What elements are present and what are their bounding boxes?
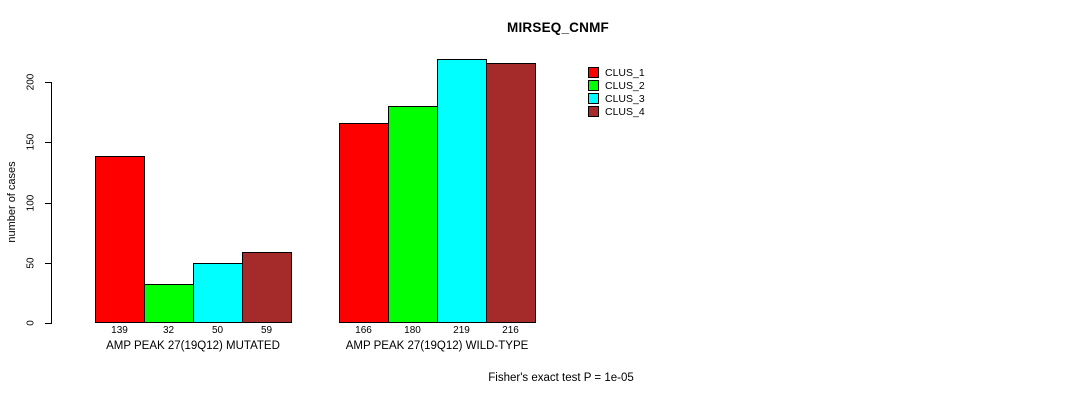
legend-swatch-icon: [588, 67, 599, 78]
y-axis-line: [51, 82, 52, 324]
legend-label: CLUS_4: [605, 105, 645, 118]
bar-clus_3-group2: [437, 59, 487, 323]
y-tick-label: 200: [25, 73, 37, 91]
legend-swatch-icon: [588, 106, 599, 117]
legend-item-clus_4: CLUS_4: [588, 105, 645, 118]
legend-item-clus_2: CLUS_2: [588, 79, 645, 92]
legend-item-clus_1: CLUS_1: [588, 66, 645, 79]
y-tick-mark: [45, 202, 51, 204]
bar-clus_2-group2: [388, 106, 438, 323]
bar-value-label: 166: [355, 325, 372, 336]
chart-title: MIRSEQ_CNMF: [507, 20, 609, 35]
bar-value-label: 50: [211, 325, 224, 336]
bar-clus_3-group1: [193, 262, 243, 323]
bar-clus_4-group1: [242, 251, 292, 323]
bar-clus_2-group1: [144, 284, 194, 323]
group-label: AMP PEAK 27(19Q12) MUTATED: [106, 340, 280, 352]
y-tick-label: 100: [25, 194, 37, 211]
bar-value-label: 219: [453, 325, 470, 336]
group-label: AMP PEAK 27(19Q12) WILD-TYPE: [345, 340, 529, 352]
bar-value-label: 59: [260, 325, 273, 336]
legend-label: CLUS_2: [605, 79, 645, 92]
y-tick-mark: [45, 82, 51, 83]
y-tick-label: 0: [25, 320, 37, 326]
bar-clus_1-group1: [95, 155, 145, 323]
legend-label: CLUS_1: [605, 66, 645, 79]
legend-swatch-icon: [588, 80, 599, 91]
y-tick-label: 150: [25, 133, 37, 151]
y-tick-mark: [45, 323, 51, 324]
bar-value-label: 32: [162, 325, 175, 336]
legend-label: CLUS_3: [605, 92, 645, 105]
legend: CLUS_1 CLUS_2 CLUS_3 CLUS_4: [588, 66, 645, 118]
legend-swatch-icon: [588, 93, 599, 104]
fisher-test-annotation: Fisher's exact test P = 1e-05: [488, 372, 634, 384]
bar-value-label: 180: [404, 325, 421, 336]
y-tick-label: 50: [25, 257, 37, 269]
bar-clus_4-group2: [486, 62, 536, 323]
y-tick-mark: [45, 262, 51, 264]
bar-clus_1-group2: [339, 122, 389, 323]
y-tick-mark: [45, 142, 51, 144]
bar-value-label: 139: [111, 325, 128, 336]
legend-item-clus_3: CLUS_3: [588, 92, 645, 105]
y-axis-label: number of cases: [6, 161, 18, 243]
bar-value-label: 216: [502, 325, 519, 336]
